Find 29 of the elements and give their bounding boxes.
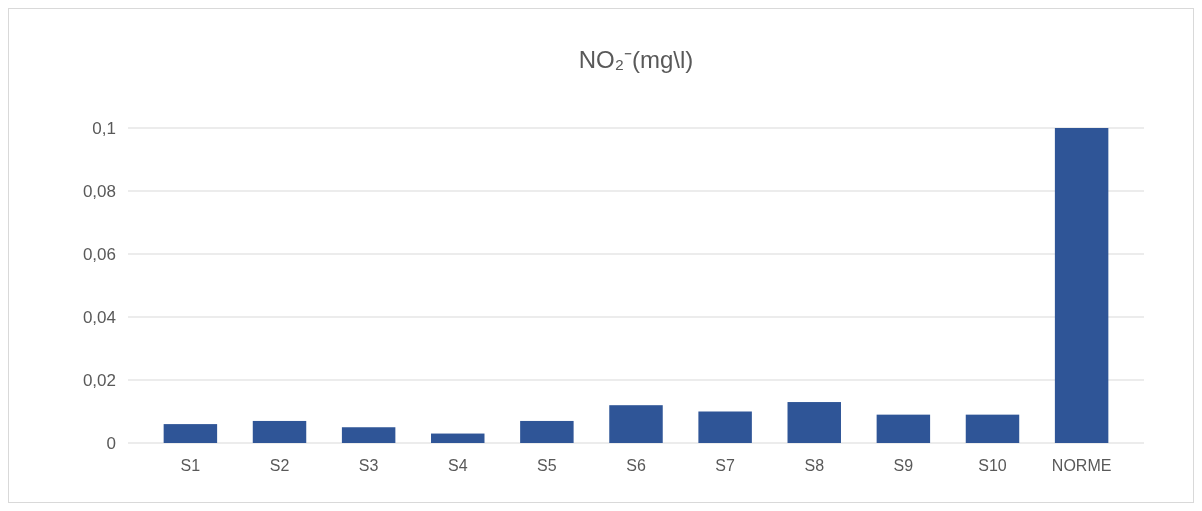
x-tick-label: NORME [1051, 457, 1112, 474]
bar [965, 414, 1020, 443]
x-tick-label: S2 [269, 457, 290, 474]
bar [252, 420, 307, 443]
x-tick-label: S5 [537, 457, 557, 474]
bar [163, 424, 218, 443]
x-tick-label: S6 [626, 457, 646, 474]
bar [1054, 128, 1109, 443]
x-tick-label: S1 [180, 457, 201, 474]
y-tick-label: 0,06 [82, 244, 116, 264]
bar [787, 402, 841, 443]
bar [431, 433, 485, 443]
y-tick-label: 0,04 [82, 307, 116, 327]
y-tick-label: 0,02 [82, 370, 116, 390]
x-tick-label: S8 [804, 457, 825, 474]
y-tick-label: 0,08 [82, 181, 116, 201]
bar [341, 427, 396, 443]
x-tick-label: S4 [447, 457, 468, 474]
x-tick-label: S7 [715, 457, 736, 474]
x-tick-label: S10 [978, 457, 1007, 474]
bar [876, 414, 931, 443]
x-tick-label: S3 [358, 457, 379, 474]
y-tick-label: 0 [106, 433, 116, 453]
bar [698, 411, 752, 443]
y-tick-label: 0,1 [92, 118, 116, 138]
bar [520, 420, 574, 443]
bar [609, 405, 663, 443]
x-tick-label: S9 [893, 457, 914, 474]
chart-title: NO₂⁻(mg\l) [578, 46, 694, 73]
